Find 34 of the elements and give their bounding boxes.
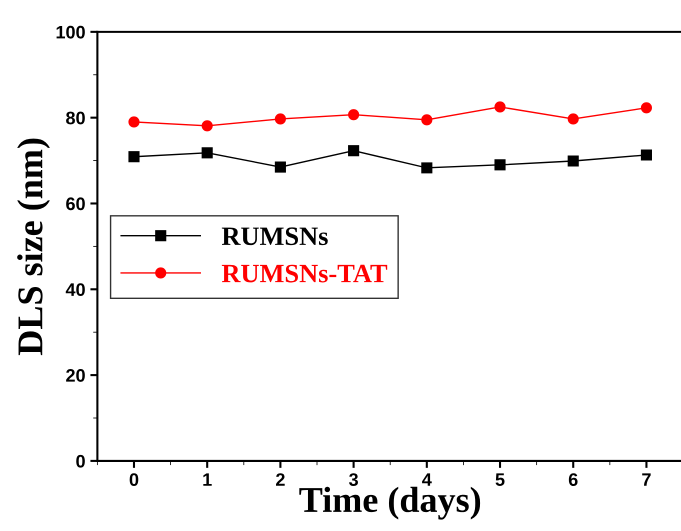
point xyxy=(128,116,140,128)
x-tick-label: 0 xyxy=(130,473,138,486)
x-tick-label: 2 xyxy=(276,473,285,486)
y-tick-label: 0 xyxy=(76,454,85,468)
x-tick-label: 3 xyxy=(349,473,358,486)
point xyxy=(348,145,360,156)
x-tick-label: 1 xyxy=(203,473,212,486)
point xyxy=(568,113,579,125)
point xyxy=(494,159,506,170)
x-tick-label: 4 xyxy=(422,473,432,486)
x-tick-label: 5 xyxy=(496,473,505,486)
x-tick-label: 7 xyxy=(642,473,651,486)
point xyxy=(202,147,213,158)
x-tick-label: 6 xyxy=(568,473,578,486)
y-tick-label: 60 xyxy=(66,197,85,210)
y-tick-label: 20 xyxy=(66,369,85,382)
point xyxy=(640,102,652,114)
x-axis-title: Time (days) xyxy=(299,486,480,520)
legend-label: RUMSNs xyxy=(222,227,328,246)
y-axis-title: DLS size (nm) xyxy=(17,138,50,356)
legend-label: RUMSNs-TAT xyxy=(222,264,388,282)
point xyxy=(128,151,140,162)
point xyxy=(640,149,652,161)
y-tick-label: 100 xyxy=(56,26,85,39)
point xyxy=(568,155,579,167)
point xyxy=(494,101,506,112)
y-tick-label: 80 xyxy=(66,112,85,124)
point xyxy=(274,113,286,125)
point xyxy=(421,114,432,126)
point xyxy=(348,109,360,120)
point xyxy=(421,162,432,174)
point xyxy=(202,120,213,132)
y-tick-label: 40 xyxy=(66,283,85,296)
point xyxy=(274,161,286,173)
